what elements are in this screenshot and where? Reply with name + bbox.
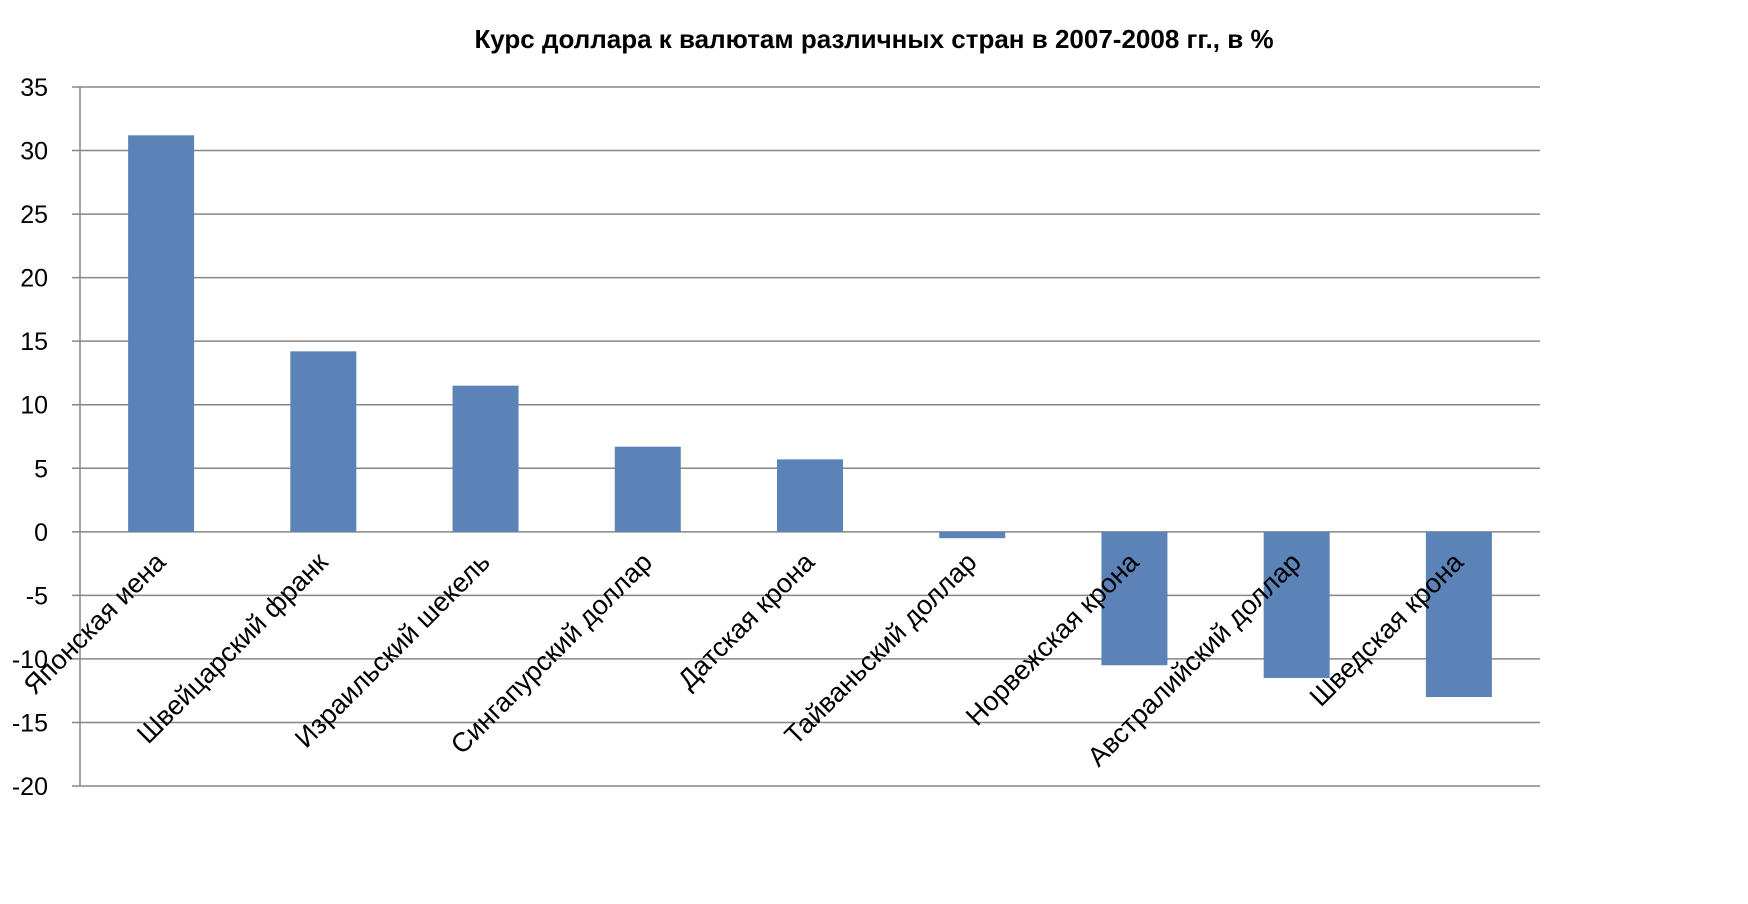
x-category-label: Датская крона [672,546,821,695]
bar [452,385,519,532]
y-tick-label: 25 [20,201,48,229]
y-tick-label: 35 [20,74,48,102]
bar [1425,531,1492,698]
bar [128,135,195,532]
y-tick-label: 15 [20,328,48,356]
chart-title: Курс доллара к валютам различных стран в… [474,24,1273,54]
y-tick-label: -5 [26,582,48,610]
y-tick-label: 5 [34,455,48,483]
y-tick-label: 0 [34,519,48,547]
y-tick-label: -10 [12,646,48,674]
y-tick-label: 30 [20,138,48,166]
bar [290,351,357,532]
bars [128,135,1492,698]
y-tick-label: 10 [20,392,48,420]
bar [939,531,1006,539]
y-tick-label: 20 [20,265,48,293]
bar [1101,531,1168,666]
y-tick-label: -20 [12,773,48,801]
y-tick-label: -15 [12,709,48,737]
y-axis-ticks: 35 30 25 20 15 10 5 0 -5 -10 -15 -20 [12,74,48,801]
x-category-label: Японская иена [18,546,172,700]
bar [614,446,681,532]
bar [777,459,843,532]
bar [1263,531,1330,678]
